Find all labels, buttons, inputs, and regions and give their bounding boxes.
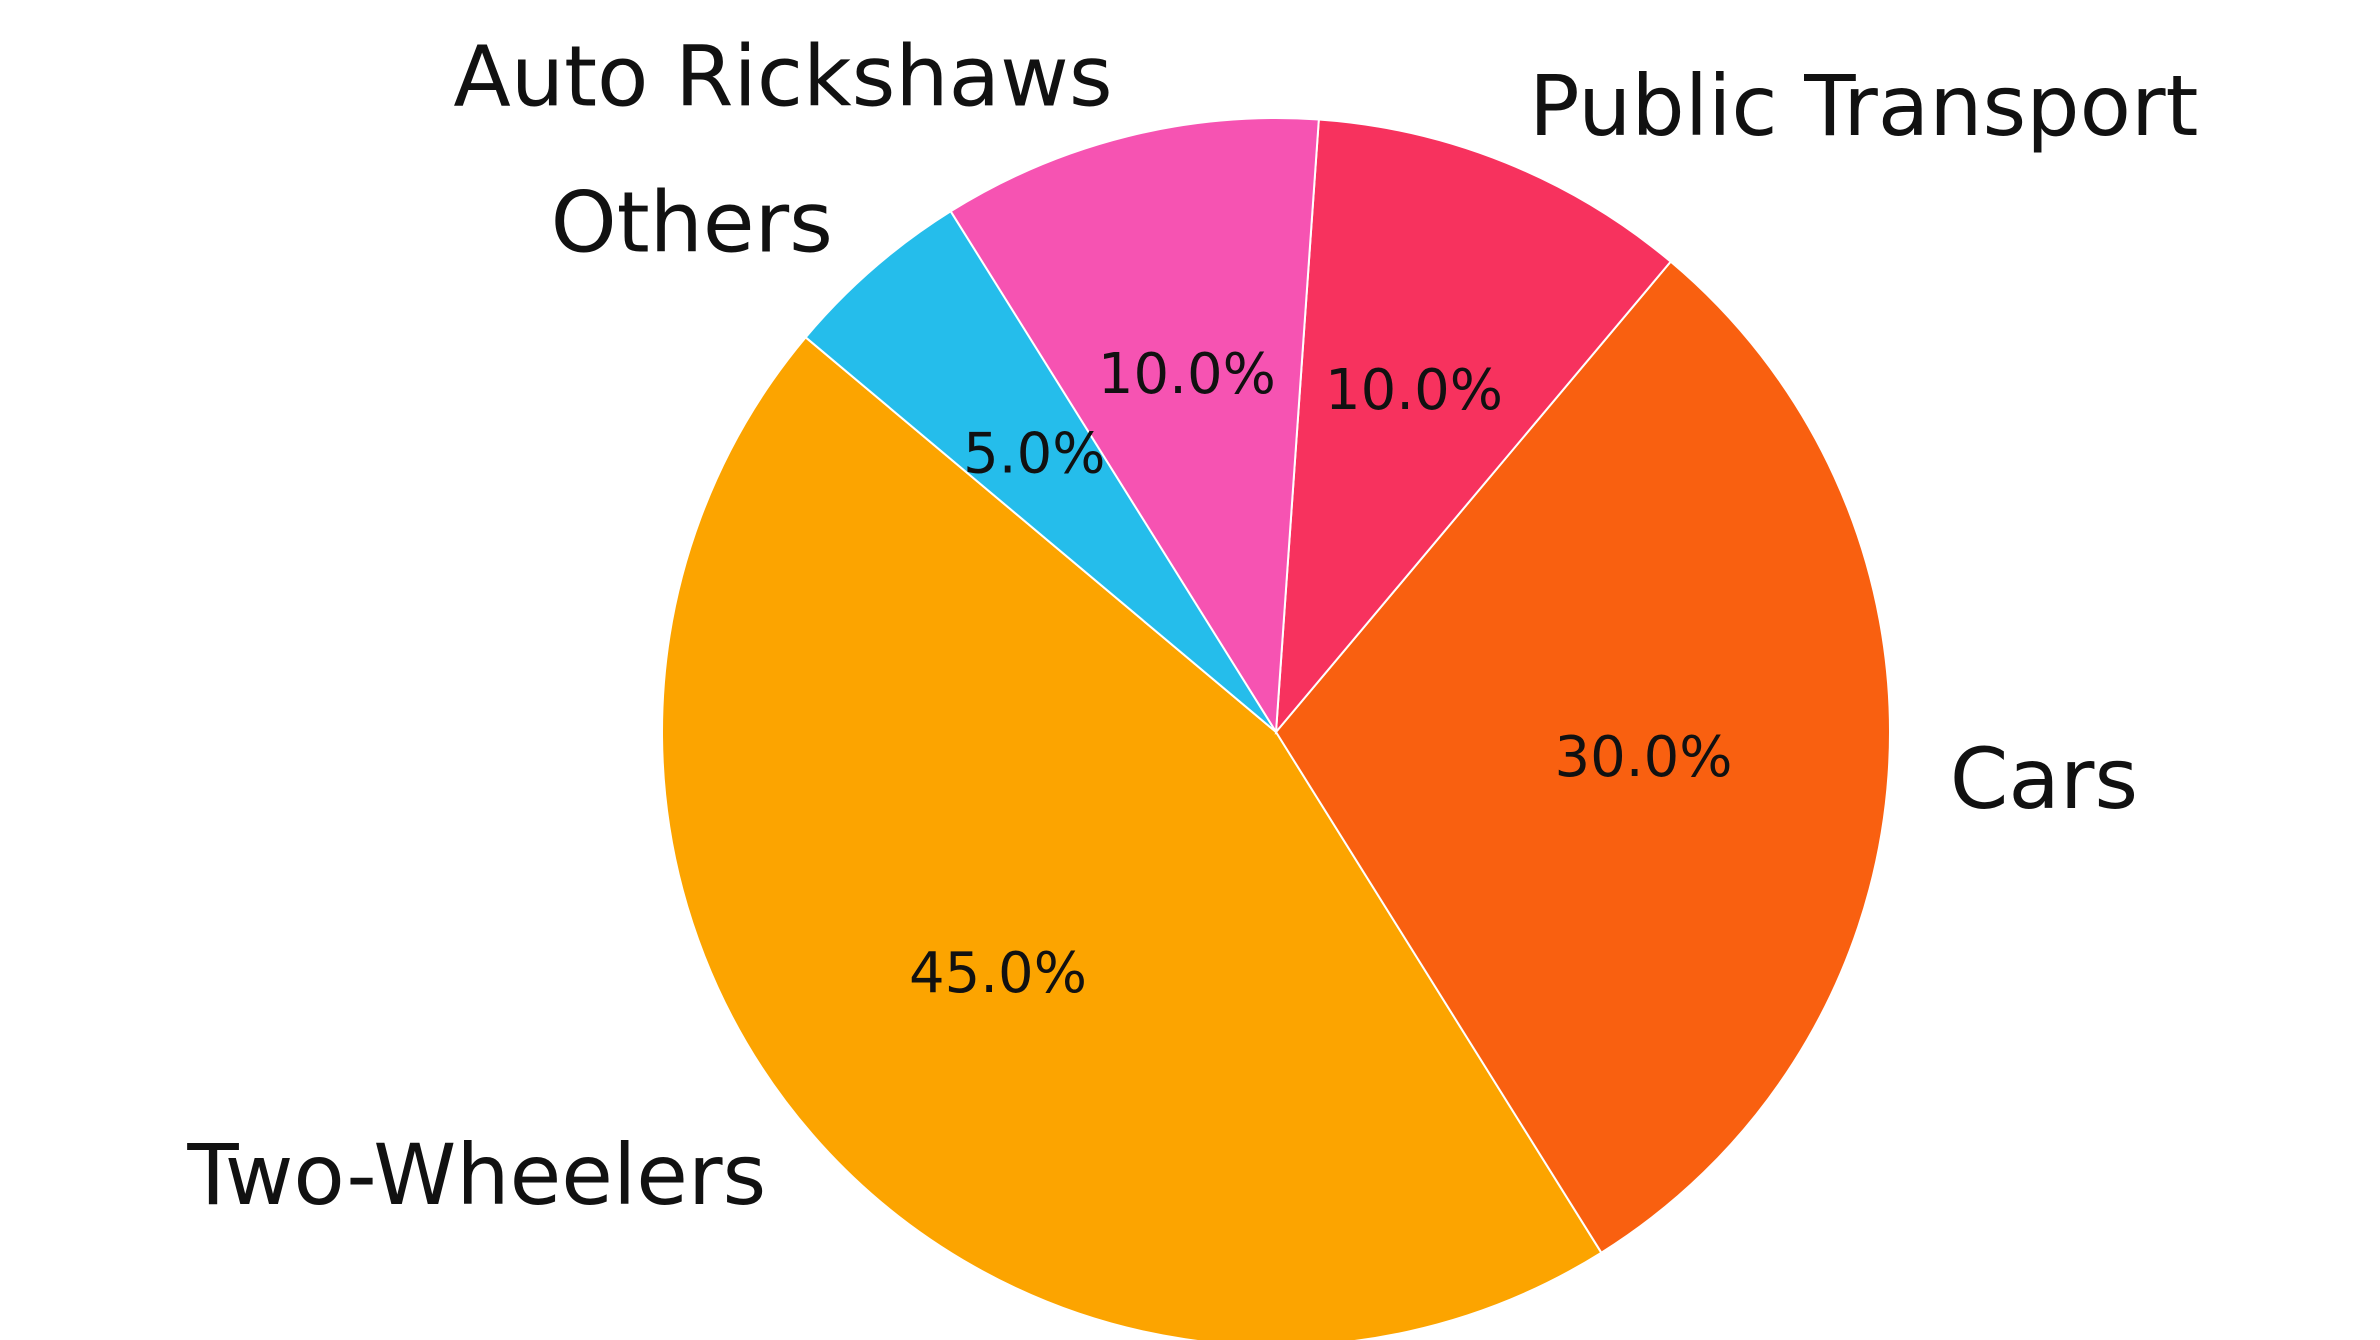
category-label-others: Others (551, 173, 833, 271)
percent-label-two-wheelers: 45.0% (909, 941, 1087, 1006)
percent-label-auto-rickshaws: 10.0% (1098, 342, 1276, 407)
percent-label-cars: 30.0% (1555, 725, 1733, 790)
category-label-cars: Cars (1950, 730, 2138, 828)
pie-wedges (661, 117, 1891, 1340)
percent-label-public-transport: 10.0% (1325, 358, 1503, 423)
pie-slice-public-transport (1274, 118, 1673, 736)
pie-slice-cars (1274, 260, 1891, 1255)
percent-labels: 45.0% 30.0% 10.0% 10.0% 5.0% (909, 342, 1732, 1006)
category-label-auto-rickshaws: Auto Rickshaws (453, 28, 1112, 126)
pie-slice-auto-rickshaws (949, 117, 1320, 736)
category-label-public-transport: Public Transport (1529, 57, 2198, 155)
category-label-two-wheelers: Two-Wheelers (186, 1126, 766, 1224)
pie-slice-others (804, 209, 1277, 733)
category-labels: Two-Wheelers Cars Public Transport Auto Ric… (186, 28, 2198, 1224)
pie-slice-two-wheelers (661, 335, 1603, 1340)
percent-label-others: 5.0% (963, 421, 1105, 486)
